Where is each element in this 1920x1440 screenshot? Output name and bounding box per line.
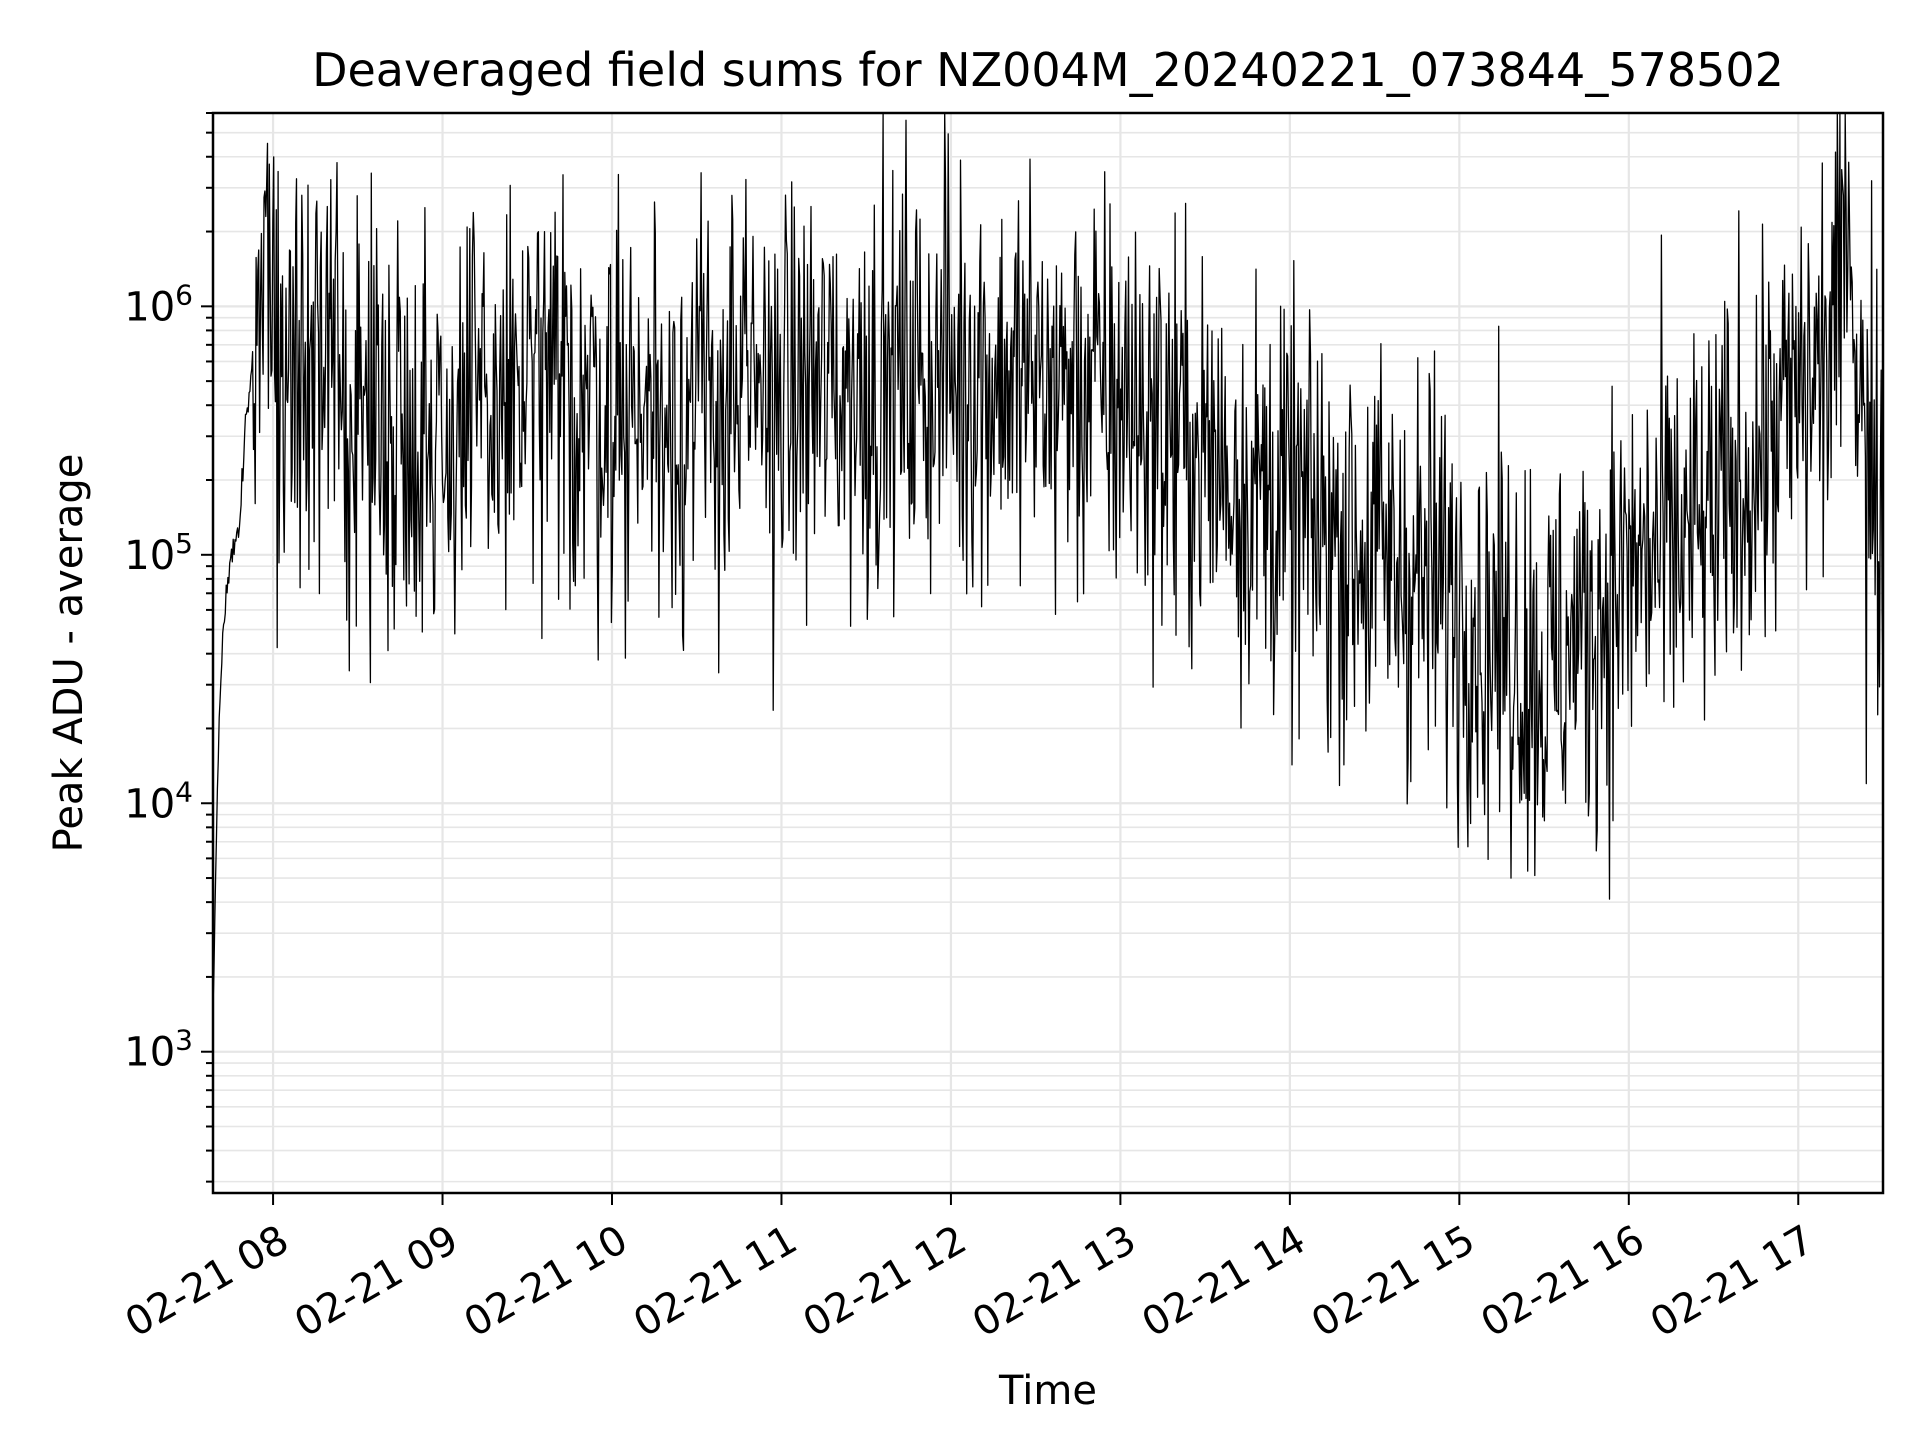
x-axis-label: Time <box>998 1368 1097 1414</box>
y-tick-label: 104 <box>124 775 193 827</box>
y-tick-exponent: 5 <box>175 527 193 560</box>
y-tick-label: 106 <box>124 278 193 330</box>
y-tick-label: 105 <box>124 527 193 579</box>
y-tick-base: 10 <box>124 284 175 330</box>
y-tick-exponent: 4 <box>175 775 193 808</box>
series-layer <box>212 112 1884 1007</box>
chart-title: Deaveraged field sums for NZ004M_2024022… <box>312 43 1784 97</box>
grid-layer <box>213 112 1883 1193</box>
series-line <box>212 112 1884 1007</box>
y-tick-base: 10 <box>124 781 175 827</box>
y-axis-label: Peak ADU - average <box>46 454 92 853</box>
y-tick-exponent: 3 <box>175 1024 193 1057</box>
y-tick-exponent: 6 <box>175 278 193 311</box>
y-tick-base: 10 <box>124 533 175 579</box>
y-tick-base: 10 <box>124 1030 175 1076</box>
y-tick-label: 103 <box>124 1024 193 1076</box>
